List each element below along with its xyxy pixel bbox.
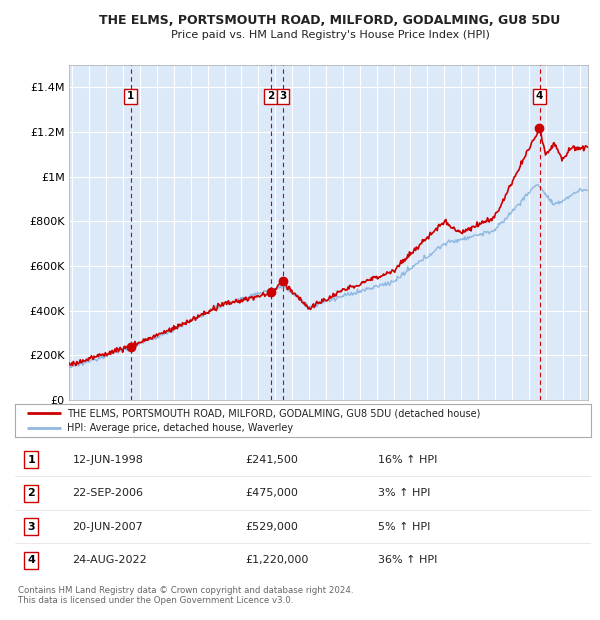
Text: 3: 3 — [28, 521, 35, 532]
Text: £529,000: £529,000 — [245, 521, 298, 532]
Text: £241,500: £241,500 — [245, 454, 298, 465]
Text: 16% ↑ HPI: 16% ↑ HPI — [378, 454, 437, 465]
Text: 1: 1 — [127, 91, 134, 101]
Text: 1: 1 — [27, 454, 35, 465]
Text: 3: 3 — [280, 91, 287, 101]
Text: £1,220,000: £1,220,000 — [245, 555, 309, 565]
Text: 12-JUN-1998: 12-JUN-1998 — [73, 454, 143, 465]
Text: Price paid vs. HM Land Registry's House Price Index (HPI): Price paid vs. HM Land Registry's House … — [170, 30, 490, 40]
Text: 4: 4 — [27, 555, 35, 565]
Text: 36% ↑ HPI: 36% ↑ HPI — [378, 555, 437, 565]
Text: 3% ↑ HPI: 3% ↑ HPI — [378, 488, 430, 498]
Text: 5% ↑ HPI: 5% ↑ HPI — [378, 521, 430, 532]
Text: HPI: Average price, detached house, Waverley: HPI: Average price, detached house, Wave… — [67, 423, 293, 433]
Text: Contains HM Land Registry data © Crown copyright and database right 2024.
This d: Contains HM Land Registry data © Crown c… — [18, 586, 353, 605]
Text: £475,000: £475,000 — [245, 488, 298, 498]
Text: THE ELMS, PORTSMOUTH ROAD, MILFORD, GODALMING, GU8 5DU (detached house): THE ELMS, PORTSMOUTH ROAD, MILFORD, GODA… — [67, 408, 480, 418]
Text: 2: 2 — [27, 488, 35, 498]
Text: 24-AUG-2022: 24-AUG-2022 — [73, 555, 148, 565]
Text: 20-JUN-2007: 20-JUN-2007 — [73, 521, 143, 532]
Text: THE ELMS, PORTSMOUTH ROAD, MILFORD, GODALMING, GU8 5DU: THE ELMS, PORTSMOUTH ROAD, MILFORD, GODA… — [100, 14, 560, 27]
Text: 22-SEP-2006: 22-SEP-2006 — [73, 488, 143, 498]
Text: 4: 4 — [536, 91, 544, 101]
Text: 2: 2 — [267, 91, 274, 101]
